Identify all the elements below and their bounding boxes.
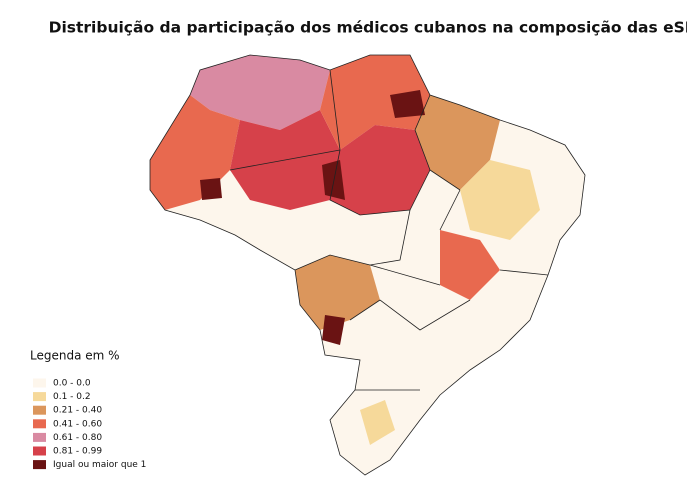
region-patch (200, 178, 222, 200)
legend-label: 0.1 - 0.2 (53, 392, 91, 402)
region-patch (330, 125, 430, 215)
region-patch (460, 160, 540, 240)
region-patch (322, 160, 345, 200)
regions (149, 54, 586, 476)
legend-title: Legenda em % (30, 349, 120, 363)
legend-swatch (33, 460, 46, 470)
legend: 0.0 - 0.0 0.1 - 0.2 0.21 - 0.40 0.41 - 0.60… (33, 378, 146, 470)
legend-label: 0.81 - 0.99 (53, 447, 102, 457)
legend-swatch (33, 419, 46, 429)
legend-swatch (33, 405, 46, 415)
legend-swatch (33, 378, 46, 388)
region-patch (320, 55, 430, 150)
legend-label: 0.41 - 0.60 (53, 419, 102, 429)
region-patch (190, 55, 330, 130)
region-patch (440, 230, 500, 300)
legend-label: 0.0 - 0.0 (53, 379, 91, 389)
region-patch (390, 90, 425, 118)
legend-swatch (33, 446, 46, 456)
region-patch (322, 315, 345, 345)
legend-swatch (33, 432, 46, 442)
region-patch (295, 255, 380, 330)
legend-label: Igual ou maior que 1 (53, 460, 146, 470)
legend-label: 0.21 - 0.40 (53, 406, 102, 416)
region-patch (415, 95, 500, 190)
state-border (229, 69, 549, 391)
region-patch (360, 400, 395, 445)
map-title: Distribuição da participação dos médicos… (49, 19, 687, 37)
legend-swatch (33, 392, 46, 402)
legend-label: 0.61 - 0.80 (53, 433, 102, 443)
country-border (149, 54, 586, 476)
